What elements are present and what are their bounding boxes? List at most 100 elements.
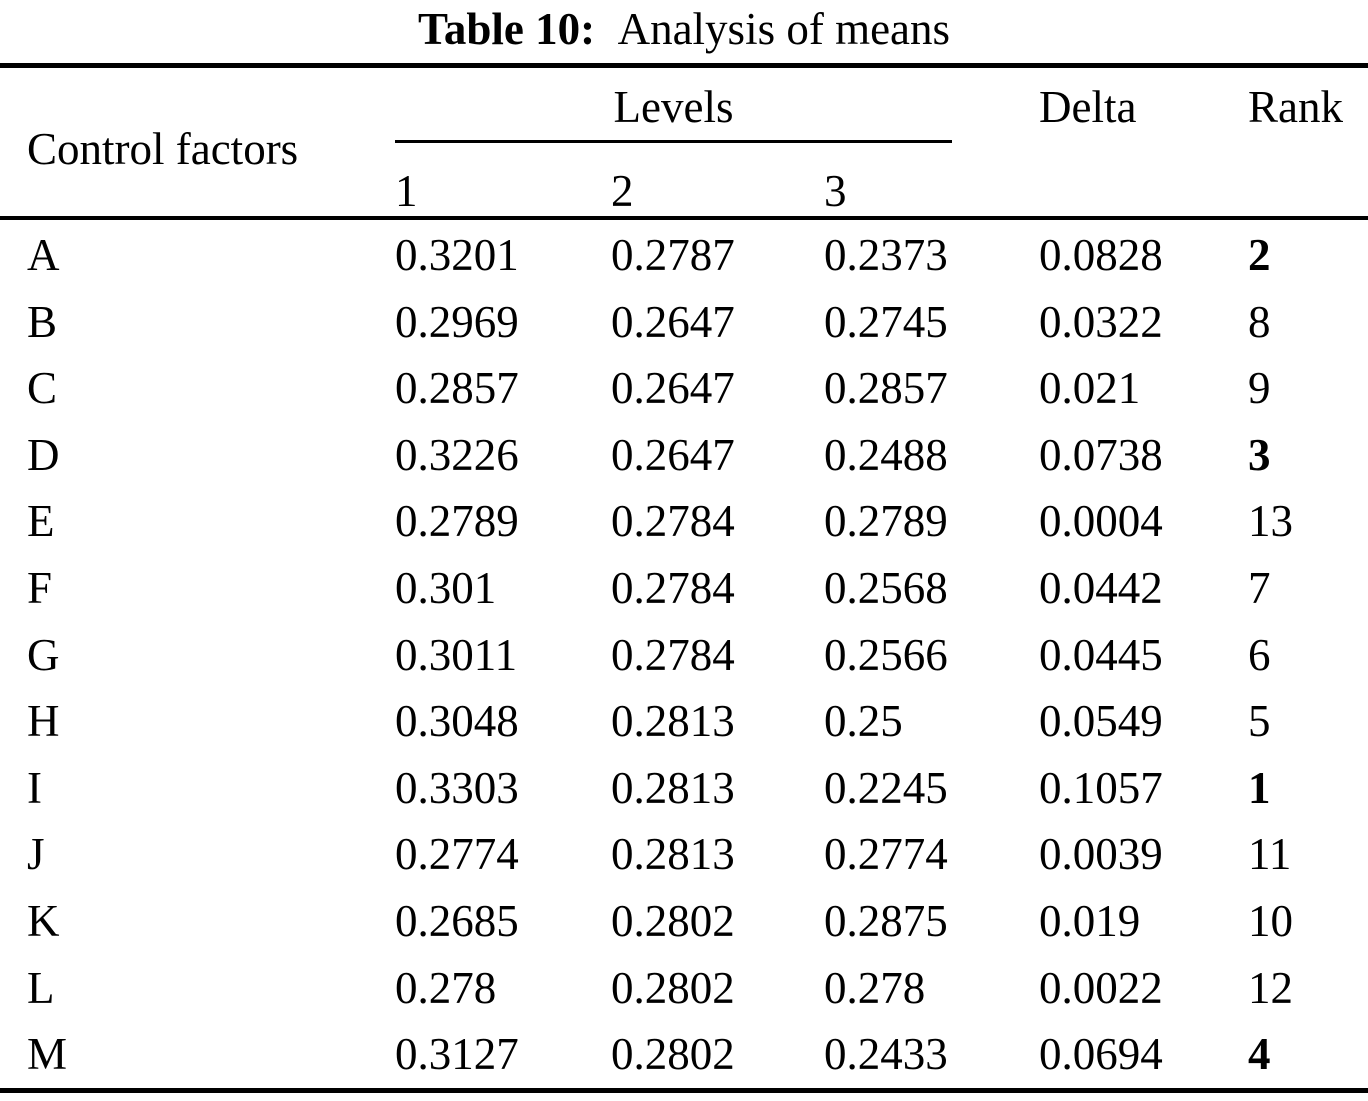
delta-cell: 0.0738 [1039,429,1163,480]
level3-cell: 0.2373 [824,230,948,280]
rank-cell: 12 [1248,962,1293,1013]
level1-cell: 0.3201 [395,230,519,280]
header-level-1: 1 [395,166,418,216]
level3-cell: 0.25 [824,696,903,747]
level2-cell: 0.2784 [611,496,735,547]
delta-cell: 0.0694 [1039,1029,1163,1080]
level3-cell: 0.2566 [824,629,948,680]
rank-cell: 10 [1248,895,1293,946]
table-row: G 0.3011 0.2784 0.2566 0.0445 6 [0,622,1368,689]
table-row: M 0.3127 0.2802 0.2433 0.0694 4 [0,1021,1368,1088]
delta-cell: 0.0549 [1039,696,1163,747]
delta-cell: 0.0022 [1039,962,1163,1013]
delta-cell: 0.0004 [1039,496,1163,547]
title-spacer [595,4,618,54]
level2-cell: 0.2647 [611,429,735,480]
level2-cell: 0.2802 [611,895,735,946]
rank-cell: 13 [1248,496,1293,547]
level1-cell: 0.2774 [395,829,519,880]
table-row: D 0.3226 0.2647 0.2488 0.0738 3 [0,422,1368,489]
delta-cell: 0.0442 [1039,562,1163,613]
table-row: E 0.2789 0.2784 0.2789 0.0004 13 [0,488,1368,555]
level1-cell: 0.3303 [395,762,519,813]
factor-cell: I [27,762,42,813]
header-control-factors: Control factors [27,124,299,174]
rank-cell: 8 [1248,296,1271,347]
factor-cell: C [27,363,58,414]
table-row: B 0.2969 0.2647 0.2745 0.0322 8 [0,289,1368,356]
level3-cell: 0.2568 [824,562,948,613]
delta-cell: 0.021 [1039,363,1141,414]
level2-cell: 0.2647 [611,296,735,347]
table-row: A 0.3201 0.2787 0.2373 0.0828 2 [0,222,1368,289]
factor-cell: L [27,962,55,1013]
level3-cell: 0.2789 [824,496,948,547]
level1-cell: 0.2969 [395,296,519,347]
level1-cell: 0.3127 [395,1029,519,1080]
rank-cell: 6 [1248,629,1271,680]
level1-cell: 0.2789 [395,496,519,547]
level1-cell: 0.301 [395,562,497,613]
delta-cell: 0.0322 [1039,296,1163,347]
factor-cell: B [27,296,58,347]
level2-cell: 0.2813 [611,696,735,747]
table-row: L 0.278 0.2802 0.278 0.0022 12 [0,955,1368,1022]
header-delta: Delta [1039,82,1137,132]
header-rank: Rank [1248,82,1343,132]
table-row: C 0.2857 0.2647 0.2857 0.021 9 [0,355,1368,422]
factor-cell: D [27,429,60,480]
factor-cell: F [27,562,53,613]
rank-cell: 3 [1248,429,1271,480]
level2-cell: 0.2784 [611,629,735,680]
level1-cell: 0.278 [395,962,497,1013]
rank-cell: 1 [1248,762,1271,813]
level2-cell: 0.2787 [611,230,735,280]
factor-cell: G [27,629,60,680]
table-row: H 0.3048 0.2813 0.25 0.0549 5 [0,688,1368,755]
rank-cell: 9 [1248,363,1271,414]
delta-cell: 0.0445 [1039,629,1163,680]
level3-cell: 0.2774 [824,829,948,880]
level2-cell: 0.2802 [611,1029,735,1080]
rank-cell: 7 [1248,562,1271,613]
header-levels: Levels [613,82,734,132]
level2-cell: 0.2647 [611,363,735,414]
level3-cell: 0.2875 [824,895,948,946]
level2-cell: 0.2813 [611,829,735,880]
delta-cell: 0.019 [1039,895,1141,946]
level2-cell: 0.2802 [611,962,735,1013]
table-row: J 0.2774 0.2813 0.2774 0.0039 11 [0,821,1368,888]
level3-cell: 0.2745 [824,296,948,347]
delta-cell: 0.1057 [1039,762,1163,813]
factor-cell: K [27,895,60,946]
level1-cell: 0.3226 [395,429,519,480]
delta-cell: 0.0039 [1039,829,1163,880]
header-level-3: 3 [824,166,847,216]
rank-cell: 2 [1248,230,1271,280]
level1-cell: 0.3048 [395,696,519,747]
header-level-2: 2 [611,166,634,216]
factor-cell: J [27,829,45,880]
rank-cell: 4 [1248,1029,1271,1080]
level3-cell: 0.2245 [824,762,948,813]
table-title: Table 10: Analysis of means [0,0,1368,58]
table-row: F 0.301 0.2784 0.2568 0.0442 7 [0,555,1368,622]
table-caption: Analysis of means [617,4,951,54]
table-row: K 0.2685 0.2802 0.2875 0.019 10 [0,888,1368,955]
factor-cell: M [27,1029,68,1080]
table-number-label: Table 10: [417,4,596,54]
table-row: I 0.3303 0.2813 0.2245 0.1057 1 [0,755,1368,822]
table-bottom-rule [0,1088,1368,1093]
table-body: A 0.3201 0.2787 0.2373 0.0828 2 B 0.2969… [0,222,1368,1088]
rank-cell: 11 [1248,829,1292,880]
level2-cell: 0.2784 [611,562,735,613]
level1-cell: 0.2685 [395,895,519,946]
level3-cell: 0.2433 [824,1029,948,1080]
level2-cell: 0.2813 [611,762,735,813]
rank-cell: 5 [1248,696,1271,747]
levels-underline-rule [395,140,952,143]
level3-cell: 0.278 [824,962,926,1013]
level3-cell: 0.2857 [824,363,948,414]
level1-cell: 0.3011 [395,629,518,680]
